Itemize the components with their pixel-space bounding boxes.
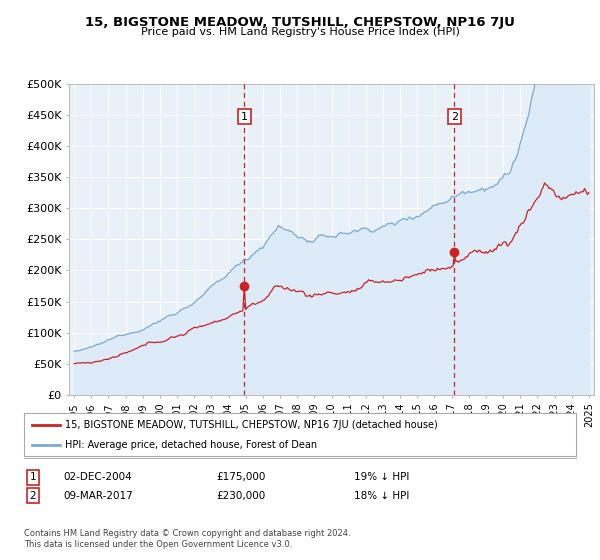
- Text: 02-DEC-2004: 02-DEC-2004: [63, 472, 132, 482]
- Text: Contains HM Land Registry data © Crown copyright and database right 2024.
This d: Contains HM Land Registry data © Crown c…: [24, 529, 350, 549]
- Text: £230,000: £230,000: [216, 491, 265, 501]
- Text: 1: 1: [29, 472, 37, 482]
- Text: 15, BIGSTONE MEADOW, TUTSHILL, CHEPSTOW, NP16 7JU (detached house): 15, BIGSTONE MEADOW, TUTSHILL, CHEPSTOW,…: [65, 419, 438, 430]
- Text: £175,000: £175,000: [216, 472, 265, 482]
- Text: 1: 1: [241, 111, 248, 122]
- Text: 19% ↓ HPI: 19% ↓ HPI: [354, 472, 409, 482]
- Text: HPI: Average price, detached house, Forest of Dean: HPI: Average price, detached house, Fore…: [65, 440, 317, 450]
- Text: 2: 2: [29, 491, 37, 501]
- Text: Price paid vs. HM Land Registry's House Price Index (HPI): Price paid vs. HM Land Registry's House …: [140, 27, 460, 37]
- Text: 18% ↓ HPI: 18% ↓ HPI: [354, 491, 409, 501]
- Text: 15, BIGSTONE MEADOW, TUTSHILL, CHEPSTOW, NP16 7JU: 15, BIGSTONE MEADOW, TUTSHILL, CHEPSTOW,…: [85, 16, 515, 29]
- Text: 09-MAR-2017: 09-MAR-2017: [63, 491, 133, 501]
- Text: 2: 2: [451, 111, 458, 122]
